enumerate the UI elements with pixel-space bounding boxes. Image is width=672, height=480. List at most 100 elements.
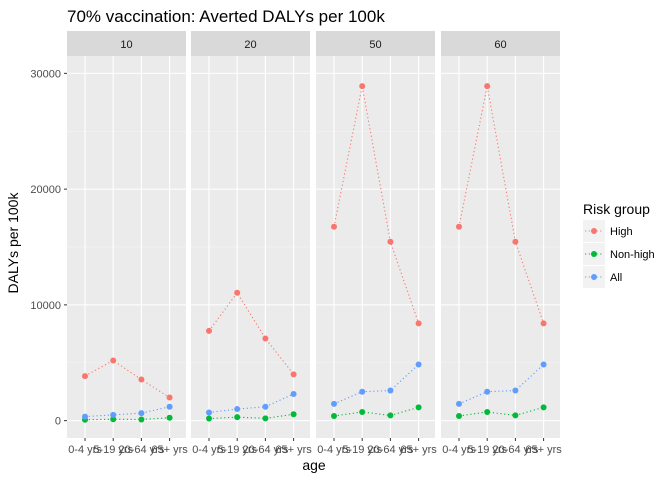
data-point-non-high <box>456 413 462 420</box>
y-tick-label: 30000 <box>30 68 61 80</box>
data-point-high <box>206 327 212 334</box>
data-point-non-high <box>290 411 297 418</box>
data-point-high <box>82 373 88 380</box>
x-tick-label: 0-4 yrs <box>68 444 102 456</box>
x-tick-label: 5-19 yrs <box>342 444 382 456</box>
data-point-all <box>540 361 547 368</box>
x-tick-label: 20-64 yrs <box>367 444 413 456</box>
x-tick-label: 0-4 yrs <box>192 444 226 456</box>
facet-strip-label: 60 <box>494 39 506 51</box>
legend-key-point <box>591 228 597 234</box>
facet-strip-label: 20 <box>244 39 256 51</box>
data-point-all <box>138 410 145 417</box>
series-line-high <box>84 359 170 398</box>
data-point-high <box>456 223 462 230</box>
y-tick-label: 0 <box>55 416 61 428</box>
legend-entry-high: High <box>583 220 633 242</box>
x-tick-label: 20-64 yrs <box>242 444 288 456</box>
y-tick-label: 20000 <box>30 184 61 196</box>
data-point-high <box>484 83 491 90</box>
data-point-all <box>512 387 519 394</box>
x-tick-label: 5-19 yrs <box>93 444 133 456</box>
data-point-all <box>387 387 394 394</box>
facet-strip <box>67 31 186 56</box>
series-line-all <box>208 393 294 414</box>
data-point-all <box>484 388 491 395</box>
data-point-all <box>166 403 173 410</box>
series-line-high <box>208 291 295 375</box>
data-point-high <box>138 376 145 383</box>
x-tick-label: 20-64 yrs <box>492 444 538 456</box>
data-point-all <box>82 413 88 420</box>
data-point-non-high <box>484 408 491 415</box>
data-point-high <box>110 357 117 364</box>
x-tick-label: 5-19 yrs <box>217 444 257 456</box>
legend-entry-non-high: Non-high <box>583 243 655 265</box>
data-point-high <box>387 238 394 245</box>
data-point-all <box>206 409 212 416</box>
data-point-non-high <box>359 408 366 415</box>
data-point-non-high <box>387 412 394 419</box>
data-point-non-high <box>415 404 422 411</box>
data-point-high <box>512 238 519 245</box>
x-tick-label: 0-4 yrs <box>317 444 351 456</box>
data-point-high <box>234 289 241 296</box>
series-line-all <box>333 364 419 405</box>
legend-label: Non-high <box>610 249 655 261</box>
chart-title: 70% vaccination: Averted DALYs per 100k <box>67 7 385 26</box>
x-tick-label: 65+ yrs <box>275 444 312 456</box>
data-point-non-high <box>540 404 547 411</box>
series-line-all <box>84 406 170 418</box>
series-line-all <box>458 364 544 405</box>
data-point-non-high <box>166 414 173 421</box>
x-tick-label: 20-64 yrs <box>118 444 164 456</box>
data-point-all <box>290 391 297 398</box>
series-line-non-high <box>458 406 544 417</box>
data-point-non-high <box>331 413 337 420</box>
x-tick-label: 65+ yrs <box>525 444 562 456</box>
data-point-high <box>262 335 269 342</box>
series-line-non-high <box>208 413 294 420</box>
data-point-non-high <box>110 416 117 423</box>
facet-strip-label: 10 <box>120 39 132 51</box>
data-point-non-high <box>234 414 241 421</box>
x-tick-label: 65+ yrs <box>400 444 437 456</box>
data-point-high <box>290 371 297 378</box>
legend-key-point <box>591 251 597 257</box>
facet-strip <box>316 31 435 56</box>
data-point-non-high <box>206 415 212 422</box>
legend-label: All <box>610 272 622 284</box>
legend: Risk group High Non-high All <box>583 201 655 288</box>
facet-strip <box>441 31 560 56</box>
data-point-high <box>359 83 366 90</box>
legend-key-point <box>591 274 597 280</box>
facet-strip <box>191 31 310 56</box>
data-point-high <box>415 320 422 327</box>
data-point-all <box>262 403 269 410</box>
data-point-non-high <box>138 416 145 423</box>
data-point-all <box>415 361 422 368</box>
x-tick-label: 0-4 yrs <box>442 444 476 456</box>
legend-label: High <box>610 226 633 238</box>
data-point-non-high <box>512 412 519 419</box>
data-point-high <box>166 394 173 401</box>
x-tick-label: 5-19 yrs <box>467 444 507 456</box>
series-line-non-high <box>84 417 170 421</box>
y-tick-label: 10000 <box>30 300 61 312</box>
data-point-all <box>456 400 462 407</box>
data-point-high <box>540 320 547 327</box>
x-tick-label: 65+ yrs <box>151 444 188 456</box>
data-point-non-high <box>262 415 269 422</box>
facet-strip-label: 50 <box>369 39 381 51</box>
x-axis-title: age <box>302 457 326 473</box>
y-axis-title: DALYs per 100k <box>5 192 21 294</box>
data-point-all <box>359 388 366 395</box>
y-axis: 0 10000 20000 30000 <box>30 68 67 428</box>
data-point-all <box>110 411 117 418</box>
legend-title: Risk group <box>583 201 650 217</box>
